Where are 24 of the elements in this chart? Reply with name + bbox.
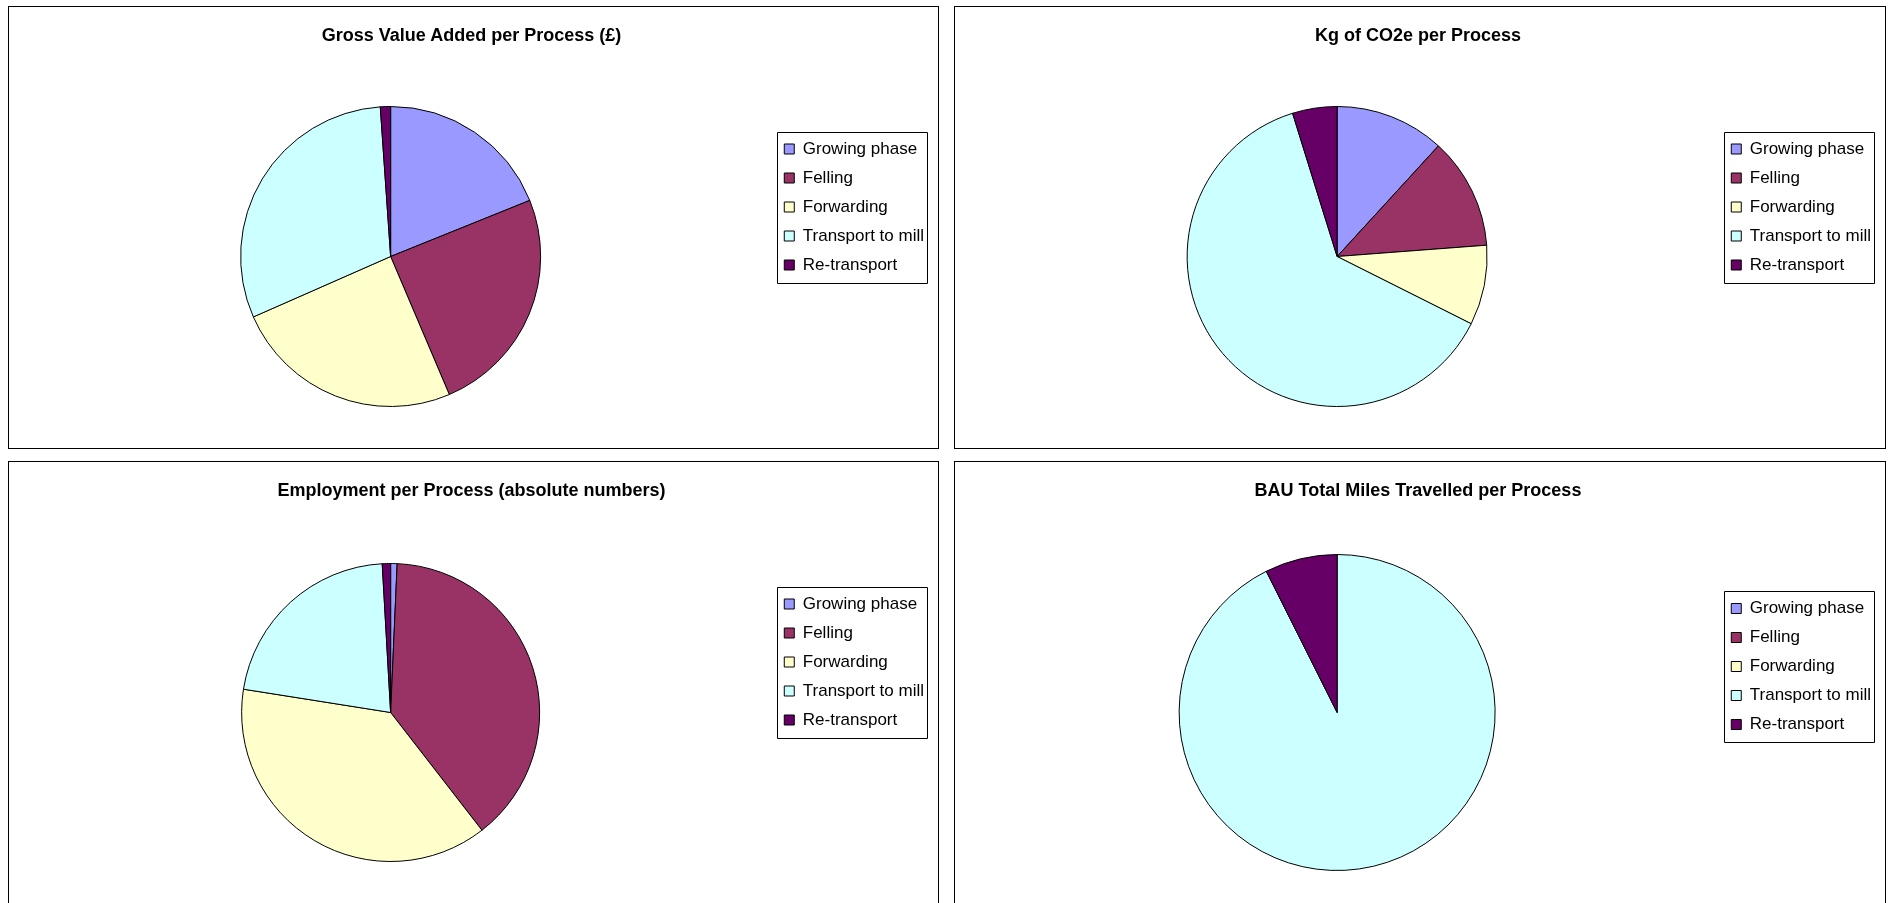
legend-label: Growing phase (1749, 138, 1865, 158)
legend-label: Re-transport (802, 709, 898, 729)
chart-title: Gross Value Added per Process (£) (321, 24, 622, 45)
legend-label: Growing phase (802, 138, 918, 158)
chart-title: Employment per Process (absolute numbers) (277, 479, 666, 500)
legend-label: Growing phase (1749, 598, 1865, 618)
legend-label: Transport to mill (802, 680, 924, 700)
legend-label: Transport to mill (802, 225, 924, 245)
legend-label: Forwarding (802, 651, 888, 671)
legend-label: Felling (1749, 167, 1800, 187)
legend-label: Felling (802, 167, 853, 187)
legend-label: Growing phase (802, 593, 918, 613)
legend-label: Transport to mill (1749, 225, 1871, 245)
chart-title: Kg of CO2e per Process (1314, 24, 1522, 45)
legend-label: Forwarding (802, 196, 888, 216)
legend-label: Felling (1749, 627, 1800, 647)
legend-label: Re-transport (1749, 714, 1845, 734)
chart-title: BAU Total Miles Travelled per Process (1254, 479, 1582, 500)
legend-label: Forwarding (1749, 656, 1835, 676)
legend-label: Re-transport (802, 254, 898, 274)
legend-label: Transport to mill (1749, 685, 1871, 705)
legend-label: Felling (802, 622, 853, 642)
legend-label: Re-transport (1749, 254, 1845, 274)
legend-label: Forwarding (1749, 196, 1835, 216)
